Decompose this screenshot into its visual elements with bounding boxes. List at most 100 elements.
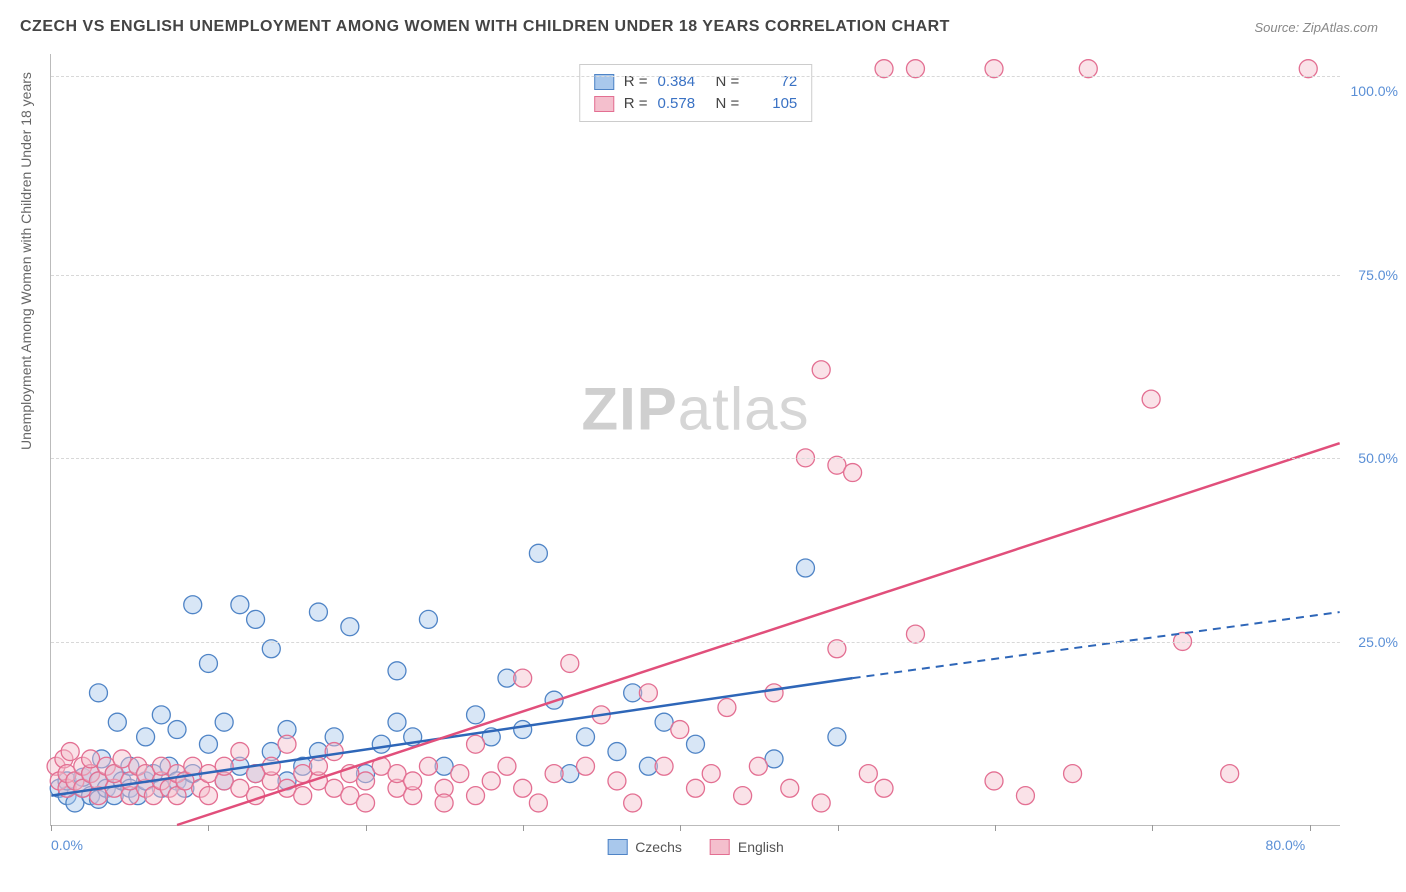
data-point [357,772,375,790]
data-point [608,772,626,790]
data-point [467,735,485,753]
data-point [514,669,532,687]
data-point [325,743,343,761]
data-point [262,757,280,775]
data-point [624,794,642,812]
x-tick [1310,825,1311,831]
y-tick-label: 50.0% [1358,450,1398,466]
data-point [231,596,249,614]
x-tick [366,825,367,831]
data-point [1142,390,1160,408]
data-point [577,728,595,746]
legend-swatch [710,839,730,855]
gridline-h [51,458,1340,459]
gridline-h [51,76,1340,77]
bottom-legend-item: Czechs [607,839,682,855]
x-tick [680,825,681,831]
data-point [215,713,233,731]
data-point [215,757,233,775]
data-point [639,684,657,702]
legend-swatch [607,839,627,855]
data-point [1079,60,1097,78]
data-point [859,765,877,783]
data-point [844,464,862,482]
plot-area: ZIPatlas R =0.384N =72R =0.578N =105 Cze… [50,54,1340,826]
data-point [1221,765,1239,783]
x-tick [995,825,996,831]
data-point [152,706,170,724]
data-point [875,779,893,797]
data-point [812,794,830,812]
source-name: ZipAtlas.com [1303,20,1378,35]
data-point [545,765,563,783]
x-tick [1152,825,1153,831]
stat-r-value: 0.384 [658,71,706,93]
y-tick-label: 25.0% [1358,634,1398,650]
data-point [137,728,155,746]
legend-label: Czechs [635,839,682,855]
x-tick [51,825,52,831]
data-point [702,765,720,783]
data-point [1299,60,1317,78]
data-point [529,794,547,812]
chart-title: CZECH VS ENGLISH UNEMPLOYMENT AMONG WOME… [20,18,950,36]
stats-legend-row: R = 0.384 N = 72 [594,71,798,93]
source-prefix: Source: [1254,20,1302,35]
data-point [108,713,126,731]
x-tick [838,825,839,831]
data-point [655,757,673,775]
y-tick-label: 100.0% [1351,83,1398,99]
x-axis-label: 80.0% [1266,837,1306,853]
data-point [61,743,79,761]
data-point [828,728,846,746]
data-point [184,596,202,614]
data-point [906,60,924,78]
data-point [435,794,453,812]
data-point [309,603,327,621]
data-point [1064,765,1082,783]
regression-line-extrapolated [853,612,1340,678]
data-point [687,779,705,797]
data-point [514,721,532,739]
stats-legend-row: R =0.578N =105 [594,93,798,115]
data-point [906,625,924,643]
legend-swatch [594,96,614,112]
data-point [199,735,217,753]
data-point [608,743,626,761]
data-point [404,772,422,790]
x-tick [523,825,524,831]
data-point [419,610,437,628]
data-point [419,757,437,775]
data-point [781,779,799,797]
data-point [357,794,375,812]
y-tick-label: 75.0% [1358,267,1398,283]
stat-n-value: 72 [749,71,797,93]
data-point [467,787,485,805]
data-point [529,544,547,562]
data-point [498,757,516,775]
stat-n-value: 105 [749,93,797,115]
stat-r-value: 0.578 [658,93,706,115]
data-point [467,706,485,724]
data-point [388,662,406,680]
data-point [199,654,217,672]
stat-r-label: R = [624,71,648,93]
data-point [168,721,186,739]
bottom-legend-item: English [710,839,784,855]
data-point [482,772,500,790]
legend-label: English [738,839,784,855]
data-point [514,779,532,797]
x-tick [208,825,209,831]
plot-svg [51,54,1340,825]
gridline-h [51,642,1340,643]
data-point [577,757,595,775]
data-point [199,787,217,805]
stat-n-label: N = [716,71,740,93]
data-point [341,618,359,636]
data-point [247,610,265,628]
gridline-h [51,275,1340,276]
data-point [734,787,752,805]
data-point [309,757,327,775]
data-point [89,684,107,702]
stat-n-label: N = [716,93,740,115]
